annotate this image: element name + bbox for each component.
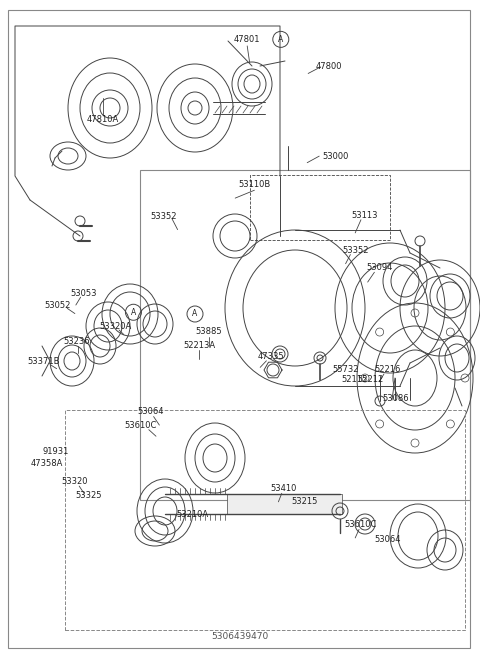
Bar [140,170,470,500]
Text: 53110B: 53110B [238,180,271,190]
Text: 53052: 53052 [45,300,71,310]
Text: 53885: 53885 [195,327,222,337]
Text: 53410: 53410 [270,484,296,493]
Bar [250,175,390,240]
Text: 53236: 53236 [63,337,90,346]
Text: 53000: 53000 [323,152,349,161]
Text: 47335: 47335 [258,352,285,361]
Text: 53352: 53352 [342,246,369,255]
Text: A: A [192,310,198,319]
Text: 53064: 53064 [374,535,401,544]
Bar [227,494,342,514]
Text: 52213A: 52213A [183,341,215,350]
Text: 52115: 52115 [341,375,367,384]
Text: A: A [278,35,283,44]
Text: 53053: 53053 [71,289,97,298]
Text: 55732: 55732 [332,365,359,374]
Text: 53094: 53094 [366,263,392,272]
Text: 91931: 91931 [42,447,68,456]
Text: 52212: 52212 [358,375,384,384]
Text: 5306439470: 5306439470 [211,632,269,641]
Text: 53352: 53352 [150,212,177,221]
Text: 47358A: 47358A [31,459,63,468]
Text: 52216: 52216 [375,365,401,374]
Text: 53610C: 53610C [124,420,156,430]
Text: 53113: 53113 [351,211,378,220]
Text: 53064: 53064 [137,407,164,417]
Text: 53320A: 53320A [99,321,132,331]
Text: A: A [131,308,136,317]
Text: 53610C: 53610C [345,520,377,529]
Text: 53320: 53320 [61,477,88,486]
Text: 53086: 53086 [383,394,409,403]
Text: 53371B: 53371B [27,357,60,366]
Text: 53325: 53325 [75,491,102,500]
Text: 47801: 47801 [234,35,261,44]
Text: 47810A: 47810A [87,115,120,124]
Text: 47800: 47800 [315,62,342,72]
Text: 53210A: 53210A [176,510,208,520]
Bar [65,410,465,630]
Text: 53215: 53215 [292,497,318,506]
